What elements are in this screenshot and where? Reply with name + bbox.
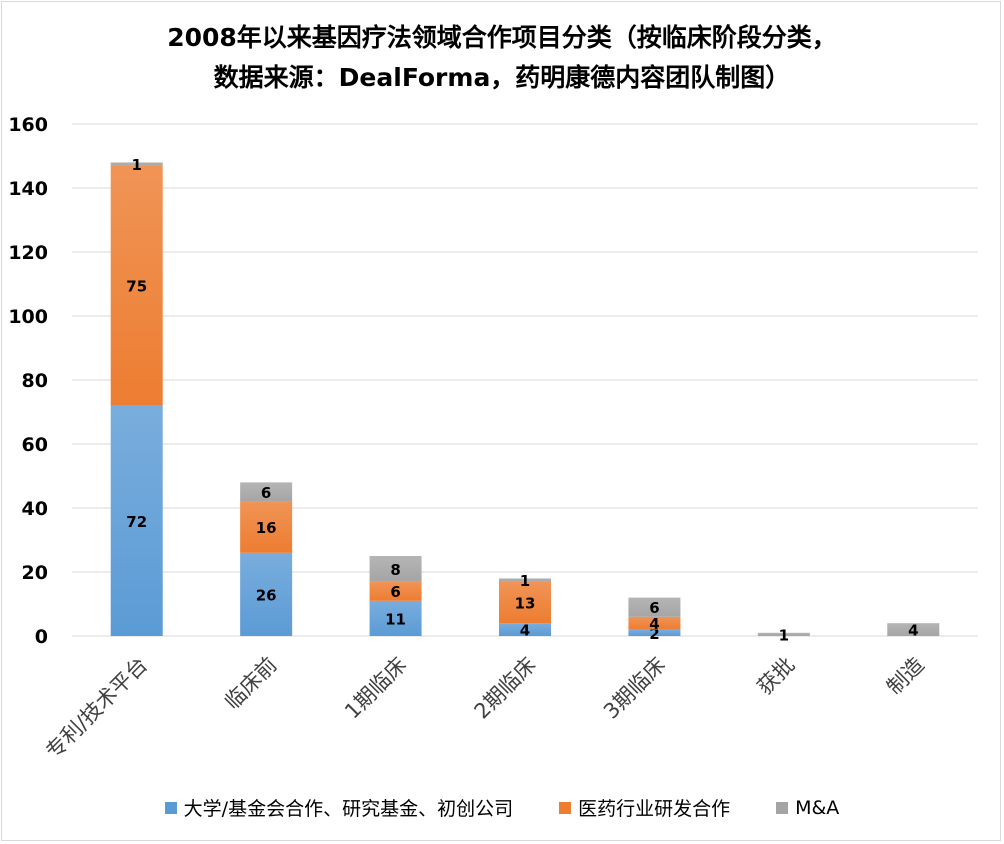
data-label: 2 bbox=[649, 625, 659, 643]
bar-segment bbox=[628, 629, 681, 636]
data-label: 4 bbox=[520, 622, 530, 640]
bar-segment bbox=[499, 578, 551, 582]
data-label: 4 bbox=[908, 622, 918, 640]
legend-swatch-pharma bbox=[559, 801, 572, 814]
bar-segment bbox=[499, 581, 551, 624]
y-tick-label: 0 bbox=[35, 626, 48, 648]
chart-plot-area: 02040608010012014016072751专利/技术平台26166临床… bbox=[8, 114, 978, 764]
data-label: 72 bbox=[126, 513, 147, 531]
bar-segment bbox=[369, 600, 422, 636]
bar-segment bbox=[110, 165, 163, 406]
bar-segment bbox=[628, 597, 681, 617]
x-category-label: 制造 bbox=[882, 653, 929, 700]
legend-swatch-ma bbox=[776, 801, 789, 814]
bar-segment bbox=[240, 482, 293, 502]
x-category-label: 1期临床 bbox=[340, 653, 411, 724]
chart-title-line-2: 数据来源：DealForma，药明康德内容团队制图） bbox=[213, 63, 791, 92]
bar-segment bbox=[887, 623, 940, 636]
y-tick-label: 60 bbox=[22, 434, 48, 456]
chart-title: 2008年以来基因疗法领域合作项目分类（按临床阶段分类， 数据来源：DealFo… bbox=[0, 18, 1004, 98]
x-category-label: 3期临床 bbox=[599, 653, 670, 724]
bar-segment bbox=[369, 581, 422, 601]
bar-segment bbox=[757, 632, 810, 636]
y-tick-label: 80 bbox=[22, 370, 48, 392]
data-label: 11 bbox=[385, 610, 406, 628]
bar-segment bbox=[110, 405, 163, 636]
y-tick-label: 100 bbox=[8, 306, 48, 328]
data-label: 4 bbox=[649, 615, 659, 633]
y-tick-label: 20 bbox=[22, 562, 48, 584]
y-tick-label: 120 bbox=[8, 242, 48, 264]
legend-label-pharma: 医药行业研发合作 bbox=[578, 798, 731, 820]
data-label: 6 bbox=[261, 484, 271, 502]
y-tick-label: 160 bbox=[8, 114, 48, 136]
legend-label-university: 大学/基金会合作、研究基金、初创公司 bbox=[183, 798, 514, 820]
bar-segment bbox=[240, 501, 293, 553]
chart-legend: 大学/基金会合作、研究基金、初创公司 医药行业研发合作 M&A bbox=[0, 794, 1004, 821]
y-tick-label: 40 bbox=[22, 498, 48, 520]
bar-segment bbox=[110, 162, 163, 166]
bar-segment bbox=[628, 616, 681, 630]
data-label: 16 bbox=[256, 519, 277, 537]
data-label: 26 bbox=[256, 586, 277, 604]
bar-segment bbox=[369, 556, 422, 582]
x-category-label: 2期临床 bbox=[470, 653, 541, 724]
legend-item-ma: M&A bbox=[776, 794, 839, 821]
data-label: 1 bbox=[779, 626, 789, 644]
data-label: 1 bbox=[520, 572, 530, 590]
legend-item-pharma: 医药行业研发合作 bbox=[559, 794, 730, 821]
bar-segment bbox=[499, 623, 551, 636]
x-category-label: 获批 bbox=[753, 653, 800, 700]
bar-segment bbox=[240, 552, 293, 636]
data-label: 6 bbox=[649, 599, 659, 617]
x-category-label: 临床前 bbox=[220, 653, 282, 715]
legend-swatch-university bbox=[164, 801, 177, 814]
y-tick-label: 140 bbox=[8, 178, 48, 200]
data-label: 6 bbox=[390, 583, 400, 601]
data-label: 8 bbox=[390, 561, 400, 579]
legend-item-university: 大学/基金会合作、研究基金、初创公司 bbox=[164, 794, 514, 821]
data-label: 75 bbox=[126, 278, 147, 296]
legend-label-ma: M&A bbox=[795, 796, 840, 819]
x-category-label: 专利/技术平台 bbox=[41, 653, 152, 764]
data-label: 13 bbox=[515, 594, 536, 612]
chart-title-line-1: 2008年以来基因疗法领域合作项目分类（按临床阶段分类， bbox=[167, 23, 837, 52]
data-label: 1 bbox=[131, 156, 141, 174]
